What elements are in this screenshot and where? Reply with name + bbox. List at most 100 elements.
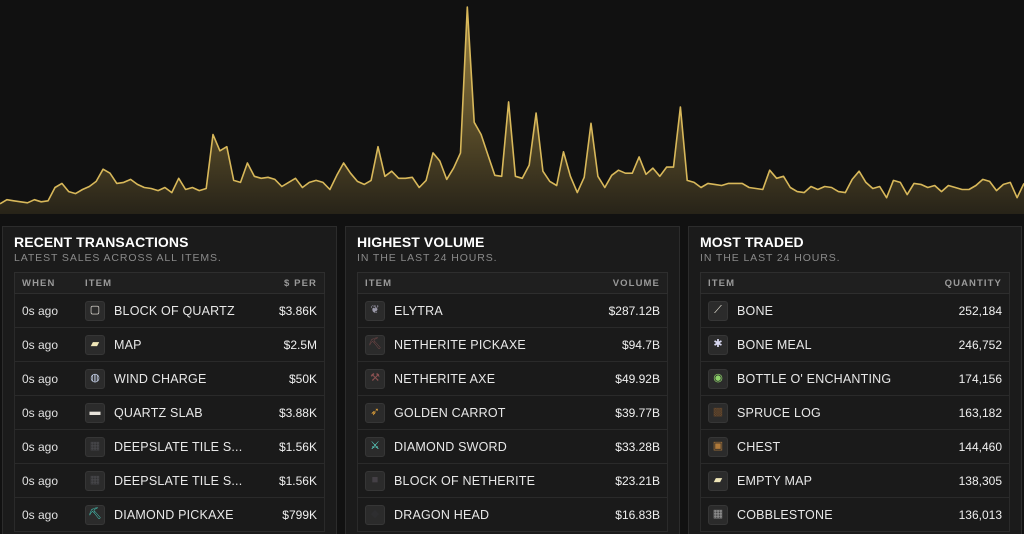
row-item: ❦ ELYTRA	[358, 300, 609, 321]
row-value-text: 163,182	[958, 405, 1002, 420]
spruce-log-icon: ▩	[708, 402, 728, 423]
row-item-name[interactable]: WIND CHARGE	[114, 371, 207, 386]
row-item: ▰ MAP	[85, 334, 284, 355]
table-row[interactable]: 0s ago ▰ MAP $2.5M	[14, 328, 325, 362]
row-when-text: 0s ago	[22, 303, 59, 318]
row-item-name[interactable]: BONE MEAL	[737, 337, 812, 352]
table-row[interactable]: 0s ago ▢ BLOCK OF QUARTZ $3.86K	[14, 294, 325, 328]
row-item-name[interactable]: SPRUCE LOG	[737, 405, 821, 420]
row-value-text: 252,184	[958, 303, 1002, 318]
table-row[interactable]: ⛏ NETHERITE PICKAXE $94.7B	[357, 328, 668, 362]
table-row[interactable]: ✱ BONE MEAL 246,752	[700, 328, 1010, 362]
table-row[interactable]: ◆ DRAGON HEAD $16.83B	[357, 498, 668, 532]
row-value-text: $1.56K	[278, 439, 317, 454]
table-row[interactable]: ▦ COBBLESTONE 136,013	[700, 498, 1010, 532]
row-item: ➶ GOLDEN CARROT	[358, 402, 615, 423]
row-value: $3.86K	[279, 304, 324, 318]
table-row[interactable]: ➶ GOLDEN CARROT $39.77B	[357, 396, 668, 430]
row-when: 0s ago	[15, 304, 85, 318]
column-header-item[interactable]: ITEM	[85, 277, 113, 289]
column-header-price[interactable]: $ PER	[284, 277, 317, 289]
row-when: 0s ago	[15, 406, 85, 420]
column-header-when[interactable]: WHEN	[22, 277, 56, 289]
row-item-name[interactable]: CHEST	[737, 439, 781, 454]
table-row[interactable]: 0s ago ▦ DEEPSLATE TILE S... $1.56K	[14, 430, 325, 464]
table-header: ITEM QUANTITY	[700, 272, 1010, 294]
row-item-name[interactable]: DEEPSLATE TILE S...	[114, 439, 243, 454]
table-row[interactable]: ⚔ DIAMOND SWORD $33.28B	[357, 430, 668, 464]
column-header-quantity[interactable]: QUANTITY	[944, 277, 1002, 289]
most-traded-panel: MOST TRADED IN THE LAST 24 HOURS. ITEM Q…	[688, 226, 1022, 534]
table-row[interactable]: 0s ago ▬ QUARTZ SLAB $3.88K	[14, 396, 325, 430]
row-value-text: $2.5M	[283, 337, 317, 352]
row-item: ◍ WIND CHARGE	[85, 368, 289, 389]
row-value-text: $3.86K	[278, 303, 317, 318]
row-value: $287.12B	[609, 304, 667, 318]
table-header: WHEN ITEM $ PER	[14, 272, 325, 294]
diamond-pickaxe-icon: ⛏	[85, 504, 105, 525]
row-value-text: 138,305	[958, 473, 1002, 488]
row-value-text: $33.28B	[615, 439, 660, 454]
table-row[interactable]: ⚒ NETHERITE AXE $49.92B	[357, 362, 668, 396]
deepslate-tile-icon: ▦	[85, 470, 105, 491]
row-item-name[interactable]: ELYTRA	[394, 303, 443, 318]
table-row[interactable]: ▰ EMPTY MAP 138,305	[700, 464, 1010, 498]
row-value: 163,182	[959, 406, 1009, 420]
row-value: $49.92B	[615, 372, 667, 386]
row-item-name[interactable]: MAP	[114, 337, 142, 352]
recent-transactions-table: WHEN ITEM $ PER 0s ago ▢ BLOCK OF QUARTZ…	[14, 272, 325, 532]
chart-area-fill	[0, 7, 1024, 214]
column-header-item[interactable]: ITEM	[708, 277, 736, 289]
row-value-text: $3.88K	[278, 405, 317, 420]
table-row[interactable]: ⟋ BONE 252,184	[700, 294, 1010, 328]
table-row[interactable]: ❦ ELYTRA $287.12B	[357, 294, 668, 328]
table-row[interactable]: ■ BLOCK OF NETHERITE $23.21B	[357, 464, 668, 498]
row-value-text: 246,752	[958, 337, 1002, 352]
column-header-volume[interactable]: VOLUME	[612, 277, 660, 289]
panel-subtitle: IN THE LAST 24 HOURS.	[357, 252, 498, 264]
row-item-name[interactable]: DIAMOND PICKAXE	[114, 507, 234, 522]
table-row[interactable]: 0s ago ⛏ DIAMOND PICKAXE $799K	[14, 498, 325, 532]
row-item-name[interactable]: DRAGON HEAD	[394, 507, 490, 522]
row-item-name[interactable]: DEEPSLATE TILE S...	[114, 473, 243, 488]
row-item: ▣ CHEST	[701, 436, 959, 457]
row-item: ◆ DRAGON HEAD	[358, 504, 615, 525]
row-item-name[interactable]: BONE	[737, 303, 774, 318]
row-value: 136,013	[959, 508, 1009, 522]
table-row[interactable]: 0s ago ◍ WIND CHARGE $50K	[14, 362, 325, 396]
panel-title: RECENT TRANSACTIONS	[14, 234, 189, 250]
row-item-name[interactable]: COBBLESTONE	[737, 507, 833, 522]
row-value: $1.56K	[279, 440, 324, 454]
table-row[interactable]: ▣ CHEST 144,460	[700, 430, 1010, 464]
row-item-name[interactable]: BOTTLE O' ENCHANTING	[737, 371, 892, 386]
row-item-name[interactable]: QUARTZ SLAB	[114, 405, 203, 420]
netherite-block-icon: ■	[365, 470, 385, 491]
golden-carrot-icon: ➶	[365, 402, 385, 423]
row-item-name[interactable]: DIAMOND SWORD	[394, 439, 508, 454]
row-item-name[interactable]: NETHERITE PICKAXE	[394, 337, 526, 352]
row-when: 0s ago	[15, 508, 85, 522]
column-header-item[interactable]: ITEM	[365, 277, 393, 289]
row-when: 0s ago	[15, 440, 85, 454]
price-volume-area-chart	[0, 6, 1024, 214]
table-row[interactable]: ◉ BOTTLE O' ENCHANTING 174,156	[700, 362, 1010, 396]
row-value: 246,752	[959, 338, 1009, 352]
row-value-text: $23.21B	[615, 473, 660, 488]
table-header: ITEM VOLUME	[357, 272, 668, 294]
experience-bottle-icon: ◉	[708, 368, 728, 389]
row-item-name[interactable]: BLOCK OF QUARTZ	[114, 303, 235, 318]
empty-map-icon: ▰	[708, 470, 728, 491]
row-item-name[interactable]: BLOCK OF NETHERITE	[394, 473, 536, 488]
row-value: $94.7B	[622, 338, 667, 352]
table-row[interactable]: 0s ago ▦ DEEPSLATE TILE S... $1.56K	[14, 464, 325, 498]
row-value: 144,460	[959, 440, 1009, 454]
deepslate-tile-icon: ▦	[85, 436, 105, 457]
row-item-name[interactable]: GOLDEN CARROT	[394, 405, 506, 420]
row-item-name[interactable]: EMPTY MAP	[737, 473, 813, 488]
row-value: $39.77B	[615, 406, 667, 420]
row-item-name[interactable]: NETHERITE AXE	[394, 371, 496, 386]
table-row[interactable]: ▩ SPRUCE LOG 163,182	[700, 396, 1010, 430]
row-item: ▢ BLOCK OF QUARTZ	[85, 300, 279, 321]
quartz-block-icon: ▢	[85, 300, 105, 321]
recent-transactions-panel: RECENT TRANSACTIONS LATEST SALES ACROSS …	[2, 226, 337, 534]
